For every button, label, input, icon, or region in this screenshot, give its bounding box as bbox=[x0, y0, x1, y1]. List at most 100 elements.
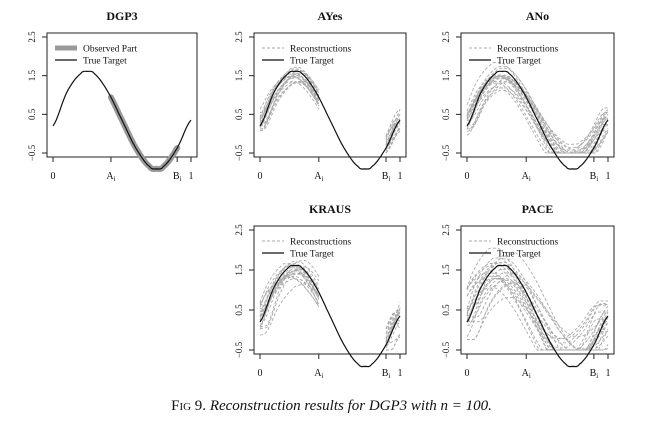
reconstruction-curve bbox=[467, 251, 609, 350]
reconstruction-curve bbox=[385, 308, 401, 339]
x-tick-label: 0 bbox=[51, 171, 56, 182]
reconstruction-curve bbox=[385, 128, 401, 148]
y-tick-label: −0.5 bbox=[441, 144, 451, 161]
y-tick-label: 2.5 bbox=[441, 224, 451, 236]
reconstruction-curve bbox=[259, 270, 320, 330]
reconstruction-curve bbox=[385, 121, 401, 146]
x-tick-label: Ai bbox=[314, 368, 323, 380]
chart-panel-ano: ANo −0.5 0.5 1.5 2.5 0 Ai Bi 1 Reconstructions Tru… bbox=[441, 9, 615, 183]
reconstruction-curve bbox=[385, 312, 401, 334]
reconstruction-curve bbox=[466, 272, 608, 340]
reconstruction-curve bbox=[466, 80, 608, 154]
reconstruction-curve bbox=[385, 109, 401, 144]
x-tick-label: Ai bbox=[522, 171, 531, 183]
reconstruction-curve bbox=[466, 278, 608, 351]
y-tick-label: 2.5 bbox=[234, 31, 244, 43]
legend-label: True Target bbox=[497, 250, 541, 260]
true-target-curve bbox=[466, 70, 609, 170]
x-tick-label: 1 bbox=[606, 171, 611, 182]
y-tick-label: 0.5 bbox=[234, 108, 244, 120]
true-target-curve bbox=[259, 264, 401, 368]
legend-label: True Target bbox=[290, 250, 334, 260]
chart-title: DGP3 bbox=[106, 9, 137, 23]
y-tick-label: 1.5 bbox=[441, 264, 451, 276]
plot-frame bbox=[460, 32, 615, 158]
reconstruction-curve bbox=[466, 278, 608, 351]
reconstruction-curve bbox=[259, 259, 320, 327]
reconstruction-curve bbox=[467, 80, 609, 154]
legend-label: Reconstructions bbox=[290, 45, 352, 55]
reconstruction-curve bbox=[466, 268, 609, 351]
reconstruction-curve bbox=[466, 76, 609, 154]
reconstruction-curve bbox=[466, 62, 608, 154]
reconstruction-curve bbox=[466, 261, 609, 351]
reconstruction-curve bbox=[466, 265, 608, 344]
reconstruction-curve bbox=[466, 258, 609, 351]
chart-panel-dgp3: DGP3 −0.5 0.5 1.5 2.5 0 Ai Bi 1 Observed Part True… bbox=[27, 9, 198, 183]
y-tick-label: 0.5 bbox=[441, 108, 451, 120]
reconstruction-curve bbox=[466, 90, 609, 154]
chart-title: PACE bbox=[522, 202, 554, 216]
reconstruction-curve bbox=[385, 336, 401, 347]
reconstruction-curve bbox=[466, 275, 608, 349]
reconstruction-curve bbox=[466, 87, 609, 154]
y-tick-label: 1.5 bbox=[441, 70, 451, 82]
reconstruction-curve bbox=[259, 80, 320, 132]
reconstruction-curve bbox=[467, 282, 609, 351]
y-tick-label: 2.5 bbox=[27, 31, 37, 43]
x-tick-label: 1 bbox=[398, 368, 403, 379]
true-target-curve bbox=[52, 70, 192, 170]
reconstruction-curve bbox=[385, 320, 401, 343]
reconstruction-curve bbox=[385, 130, 401, 150]
reconstruction-curve bbox=[259, 69, 320, 116]
observed-part-curve bbox=[108, 94, 181, 173]
x-tick-label: Bi bbox=[382, 171, 391, 183]
x-tick-label: Bi bbox=[382, 368, 391, 380]
legend-label: Observed Part bbox=[83, 45, 137, 55]
chart-panel-ayes: AYes −0.5 0.5 1.5 2.5 0 Ai Bi 1 Reconstructions Tr… bbox=[234, 9, 407, 183]
reconstruction-curve bbox=[385, 321, 401, 348]
reconstruction-curve bbox=[259, 68, 320, 120]
reconstruction-curve bbox=[466, 277, 609, 351]
chart-title: ANo bbox=[526, 9, 549, 23]
figure-caption: Fig 9. Reconstruction results for DGP3 w… bbox=[0, 398, 663, 415]
reconstruction-curve bbox=[259, 81, 320, 132]
x-tick-label: Ai bbox=[522, 368, 531, 380]
x-tick-label: Ai bbox=[314, 171, 323, 183]
reconstruction-curve bbox=[466, 262, 608, 339]
legend-label: Reconstructions bbox=[497, 238, 559, 248]
x-tick-label: 1 bbox=[606, 368, 611, 379]
chart-panel-kraus: KRAUS −0.5 0.5 1.5 2.5 0 Ai Bi 1 Reconstructions T… bbox=[234, 202, 407, 380]
true-target-curve bbox=[466, 264, 609, 368]
y-tick-label: −0.5 bbox=[234, 144, 244, 161]
reconstruction-curve bbox=[260, 73, 320, 125]
y-tick-label: 2.5 bbox=[441, 31, 451, 43]
y-tick-label: −0.5 bbox=[27, 144, 37, 161]
plot-frame bbox=[460, 225, 615, 355]
x-tick-label: 1 bbox=[189, 171, 194, 182]
reconstruction-curve bbox=[385, 309, 401, 330]
reconstruction-curve bbox=[385, 124, 401, 137]
reconstruction-curve bbox=[259, 272, 320, 310]
y-tick-label: 0.5 bbox=[234, 304, 244, 316]
x-tick-label: Bi bbox=[590, 368, 599, 380]
reconstruction-curve bbox=[259, 264, 320, 321]
reconstruction-curve bbox=[466, 77, 609, 153]
reconstruction-curve bbox=[259, 76, 320, 127]
chart-title: KRAUS bbox=[309, 202, 351, 216]
plot-frame bbox=[253, 32, 407, 158]
reconstruction-curve bbox=[466, 76, 608, 154]
x-tick-label: 0 bbox=[465, 368, 470, 379]
reconstruction-curve bbox=[466, 257, 608, 351]
reconstruction-curve bbox=[385, 118, 401, 141]
caption-text: Reconstruction results for DGP3 with n =… bbox=[209, 398, 492, 414]
x-tick-label: Bi bbox=[173, 171, 182, 183]
reconstruction-curve bbox=[467, 283, 609, 351]
caption-label: Fig 9. bbox=[171, 398, 207, 414]
reconstruction-curve bbox=[466, 75, 608, 154]
y-tick-label: 1.5 bbox=[234, 70, 244, 82]
reconstruction-curve bbox=[386, 332, 401, 351]
y-tick-label: −0.5 bbox=[441, 341, 451, 358]
y-tick-label: 2.5 bbox=[234, 224, 244, 236]
